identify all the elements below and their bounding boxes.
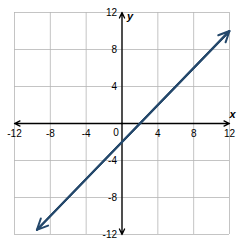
svg-text:-4: -4 bbox=[108, 154, 117, 166]
svg-text:0: 0 bbox=[113, 127, 119, 138]
svg-text:y: y bbox=[126, 10, 134, 22]
svg-text:12: 12 bbox=[106, 7, 118, 18]
svg-text:4: 4 bbox=[111, 81, 117, 92]
svg-text:12: 12 bbox=[224, 128, 236, 139]
svg-text:-12: -12 bbox=[103, 229, 118, 240]
svg-text:x: x bbox=[228, 108, 236, 120]
svg-text:4: 4 bbox=[155, 128, 161, 139]
svg-text:-8: -8 bbox=[108, 192, 117, 203]
svg-text:-12: -12 bbox=[7, 128, 22, 139]
svg-text:8: 8 bbox=[191, 128, 197, 139]
svg-text:-8: -8 bbox=[46, 128, 55, 139]
svg-text:-4: -4 bbox=[82, 128, 91, 139]
svg-text:8: 8 bbox=[111, 44, 117, 55]
